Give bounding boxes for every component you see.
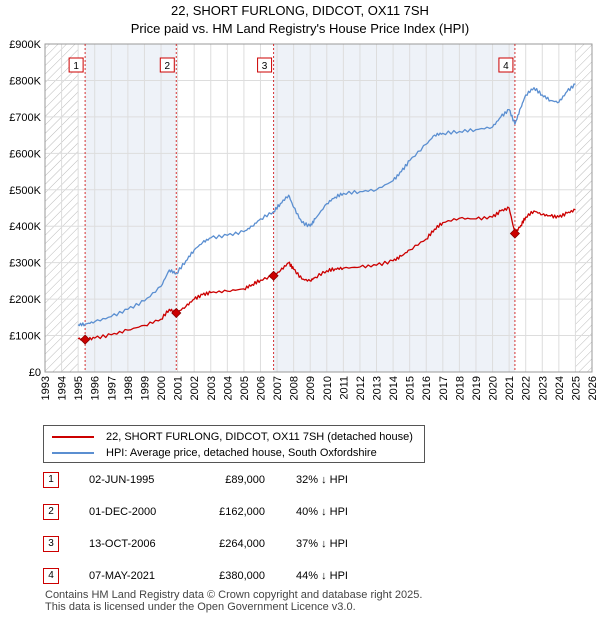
transaction-hpi-diff: 40% ↓ HPI [296, 506, 348, 518]
y-tick-label: £900K [9, 39, 41, 51]
x-tick-label: 1995 [73, 376, 85, 400]
legend-hpi-label: HPI: Average price, detached house, Sout… [106, 447, 377, 459]
x-tick-label: 2007 [272, 376, 284, 400]
transaction-price: £89,000 [225, 474, 265, 486]
x-tick-label: 2023 [537, 376, 549, 400]
chart-title-line1: 22, SHORT FURLONG, DIDCOT, OX11 7SH [171, 3, 429, 18]
hatched-region [575, 44, 592, 372]
plot-frame [44, 43, 593, 373]
transaction-price: £380,000 [219, 570, 265, 582]
ownership-band [85, 44, 177, 372]
y-tick-label: £500K [9, 185, 41, 197]
x-tick-label: 2018 [454, 376, 466, 400]
table-row: 3 13-OCT-2006 £264,000 37% ↓ HPI [43, 536, 403, 554]
y-tick-label: £0 [29, 367, 41, 379]
x-tick-label: 2004 [222, 376, 234, 400]
table-row: 2 01-DEC-2000 £162,000 40% ↓ HPI [43, 504, 403, 522]
x-tick-label: 2026 [587, 376, 599, 400]
x-tick-label: 2011 [338, 376, 350, 400]
table-row: 4 07-MAY-2021 £380,000 44% ↓ HPI [43, 568, 403, 586]
x-tick-label: 1997 [106, 376, 118, 400]
transaction-date: 13-OCT-2006 [89, 538, 156, 550]
x-tick-label: 1994 [57, 376, 69, 400]
sale-marker-box [159, 57, 175, 73]
transaction-number: 2 [43, 504, 59, 520]
x-tick-label: 2002 [189, 376, 201, 400]
x-tick-label: 2008 [289, 376, 301, 400]
footer: Contains HM Land Registry data © Crown c… [45, 589, 422, 613]
y-tick-label: £400K [9, 221, 41, 233]
x-tick-label: 1996 [90, 376, 102, 400]
transaction-number: 1 [43, 472, 59, 488]
sale-marker-label: 3 [262, 61, 268, 72]
x-tick-label: 2016 [421, 376, 433, 400]
x-tick-label: 2010 [322, 376, 334, 400]
transaction-hpi-diff: 44% ↓ HPI [296, 570, 348, 582]
sale-point [509, 228, 520, 239]
sale-marker-label: 1 [73, 61, 79, 72]
x-tick-label: 2000 [156, 376, 168, 400]
table-row: 1 02-JUN-1995 £89,000 32% ↓ HPI [43, 472, 403, 490]
footer-copyright: Contains HM Land Registry data © Crown c… [45, 589, 423, 601]
x-tick-label: 2001 [173, 376, 185, 400]
y-tick-label: £200K [9, 294, 41, 306]
legend-item-property: 22, SHORT FURLONG, DIDCOT, OX11 7SH (det… [52, 430, 413, 444]
x-tick-label: 1998 [123, 376, 135, 400]
hpi-line-swatch [52, 452, 94, 454]
transaction-price: £162,000 [219, 506, 265, 518]
x-tick-label: 2005 [239, 376, 251, 400]
sale-point [268, 270, 279, 281]
x-tick-label: 2012 [355, 376, 367, 400]
hpi-line [77, 83, 576, 327]
x-tick-label: 2024 [554, 376, 566, 400]
transaction-date: 07-MAY-2021 [89, 570, 156, 582]
x-tick-label: 1993 [40, 376, 52, 400]
x-tick-label: 2021 [504, 376, 516, 400]
sale-marker-box [498, 57, 514, 73]
x-tick-label: 1999 [139, 376, 151, 400]
legend-item-hpi: HPI: Average price, detached house, Sout… [52, 446, 377, 460]
chart-title-line2: Price paid vs. HM Land Registry's House … [130, 21, 470, 36]
transaction-number: 4 [43, 568, 59, 584]
footer-licence: This data is licensed under the Open Gov… [45, 601, 356, 613]
chart-legend: 22, SHORT FURLONG, DIDCOT, OX11 7SH (det… [43, 425, 425, 463]
x-tick-label: 2009 [305, 376, 317, 400]
x-tick-label: 2013 [372, 376, 384, 400]
x-tick-label: 2017 [438, 376, 450, 400]
y-tick-label: £100K [9, 331, 41, 343]
ownership-band [273, 44, 515, 372]
sale-marker-label: 2 [164, 61, 170, 72]
x-tick-label: 2015 [405, 376, 417, 400]
transaction-number: 3 [43, 536, 59, 552]
legend-property-label: 22, SHORT FURLONG, DIDCOT, OX11 7SH (det… [106, 431, 413, 443]
x-tick-label: 2022 [521, 376, 533, 400]
x-tick-label: 2020 [488, 376, 500, 400]
price-chart: £0 £100K £200K £300K £400K £500K £600K £700K £80… [9, 39, 599, 400]
x-tick-label: 2006 [255, 376, 267, 400]
transaction-hpi-diff: 37% ↓ HPI [296, 538, 348, 550]
sale-marker-box [257, 57, 273, 73]
x-tick-label: 2003 [206, 376, 218, 400]
sale-point [80, 334, 91, 345]
property-line-swatch [52, 436, 94, 438]
y-tick-label: £700K [9, 112, 41, 124]
transaction-price: £264,000 [219, 538, 265, 550]
y-tick-label: £600K [9, 148, 41, 160]
transaction-date: 02-JUN-1995 [89, 474, 155, 486]
sale-point [171, 307, 182, 319]
transaction-hpi-diff: 32% ↓ HPI [296, 474, 348, 486]
sale-marker-box [68, 57, 84, 73]
y-tick-label: £300K [9, 258, 41, 270]
x-tick-label: 2014 [388, 376, 400, 400]
x-tick-label: 2025 [570, 376, 582, 400]
sale-marker-label: 4 [503, 61, 509, 72]
x-tick-label: 2019 [471, 376, 483, 400]
transaction-date: 01-DEC-2000 [89, 506, 157, 518]
y-tick-label: £800K [9, 75, 41, 87]
